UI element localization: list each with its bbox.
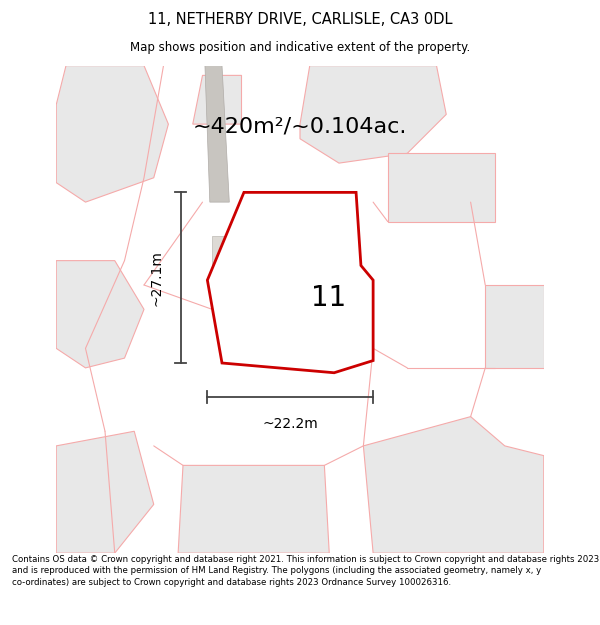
Polygon shape <box>208 192 373 372</box>
Polygon shape <box>212 236 300 309</box>
Polygon shape <box>205 66 229 202</box>
Polygon shape <box>300 66 446 163</box>
Polygon shape <box>364 417 544 553</box>
Text: 11, NETHERBY DRIVE, CARLISLE, CA3 0DL: 11, NETHERBY DRIVE, CARLISLE, CA3 0DL <box>148 12 452 27</box>
Polygon shape <box>56 261 144 368</box>
Text: Contains OS data © Crown copyright and database right 2021. This information is : Contains OS data © Crown copyright and d… <box>12 554 599 587</box>
Text: ~420m²/~0.104ac.: ~420m²/~0.104ac. <box>193 116 407 136</box>
Polygon shape <box>178 466 329 553</box>
Polygon shape <box>388 153 495 222</box>
Polygon shape <box>56 66 169 202</box>
Polygon shape <box>485 285 544 368</box>
Polygon shape <box>56 431 154 553</box>
Text: ~27.1m: ~27.1m <box>149 250 163 306</box>
Polygon shape <box>193 76 241 124</box>
Text: Map shows position and indicative extent of the property.: Map shows position and indicative extent… <box>130 41 470 54</box>
Text: 11: 11 <box>311 284 346 312</box>
Text: ~22.2m: ~22.2m <box>262 417 318 431</box>
